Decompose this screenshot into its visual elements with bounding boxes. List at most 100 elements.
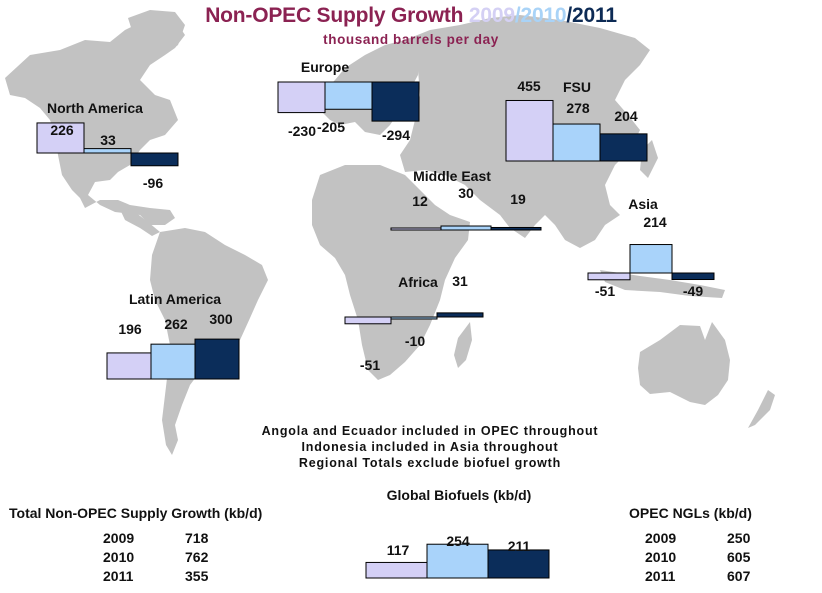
bar-2009 xyxy=(106,352,152,380)
region-label: Africa xyxy=(398,274,438,290)
landmass-north-america xyxy=(5,18,185,225)
non-opec-year-2009: 2009 xyxy=(103,530,135,546)
chart-subtitle: thousand barrels per day xyxy=(323,32,499,47)
bar-2011 xyxy=(671,272,715,281)
value-label-2009: -230 xyxy=(288,123,316,139)
non-opec-year-2010: 2010 xyxy=(103,549,135,565)
bar-2009 xyxy=(36,122,85,154)
landmass-greenland xyxy=(128,10,185,58)
value-label-2011: 211 xyxy=(508,538,531,554)
bar-2009 xyxy=(344,316,392,325)
bar-2010 xyxy=(552,123,601,162)
value-label-2010: 33 xyxy=(100,132,116,148)
bar-2011 xyxy=(599,133,648,162)
value-label-2011: 19 xyxy=(510,191,526,207)
note-indonesia: Indonesia included in Asia throughout xyxy=(301,440,559,454)
value-label-2009: 455 xyxy=(517,78,541,94)
non-opec-value-2010: 762 xyxy=(185,549,209,565)
value-label-2010: 30 xyxy=(458,185,474,201)
bar-2009 xyxy=(277,81,326,114)
non-opec-value-2011: 355 xyxy=(185,568,209,584)
bar-2010 xyxy=(83,148,132,154)
value-label-2010: 278 xyxy=(566,100,590,116)
bar-2011 xyxy=(490,226,542,231)
bar-2011 xyxy=(194,338,240,380)
value-label-2010: 254 xyxy=(446,533,470,549)
bar-group-north-america: 226 33 -96 North America xyxy=(36,100,179,191)
bar-2010 xyxy=(426,543,489,579)
landmass-new-zealand xyxy=(748,390,775,428)
bar-2011 xyxy=(487,549,550,579)
chart-title: Non-OPEC Supply Growth 2009/2010/2011 xyxy=(0,4,822,28)
bar-2009 xyxy=(505,99,554,162)
value-label-2010: -10 xyxy=(405,333,425,349)
non-opec-value-2009: 718 xyxy=(185,530,209,546)
title-year-2011: 2011 xyxy=(572,4,617,27)
bar-2009 xyxy=(390,227,442,231)
landmass-indonesia xyxy=(600,270,725,298)
opec-ngls-year-2011: 2011 xyxy=(645,568,676,584)
opec-ngls-title: OPEC NGLs (kb/d) xyxy=(629,505,752,521)
bar-2010 xyxy=(440,225,492,231)
non-opec-total-title: Total Non-OPEC Supply Growth (kb/d) xyxy=(9,505,263,521)
region-label: Asia xyxy=(628,196,658,212)
value-label-2009: 117 xyxy=(387,542,410,558)
bar-group-fsu: 455 278 204 FSU xyxy=(505,78,648,162)
value-label-2009: 226 xyxy=(50,122,74,138)
value-label-2011: -49 xyxy=(683,283,703,299)
title-main: Non-OPEC Supply Growth xyxy=(205,4,469,27)
value-label-2011: 204 xyxy=(614,108,638,124)
value-label-2009: 12 xyxy=(412,193,428,209)
title-sep-1: / xyxy=(514,4,521,27)
note-opec-members: Angola and Ecuador included in OPEC thro… xyxy=(261,424,599,438)
bar-2011 xyxy=(436,312,484,318)
value-label-2010: 262 xyxy=(164,316,188,332)
value-label-2011: 31 xyxy=(452,273,468,289)
bar-2011 xyxy=(130,152,179,167)
opec-ngls-year-2009: 2009 xyxy=(645,530,677,546)
title-year-2009: 2009 xyxy=(468,4,515,27)
landmass-central-america xyxy=(118,205,160,236)
value-label-2010: 214 xyxy=(643,214,667,230)
bar-group-latin-america: 196 262 300 Latin America xyxy=(106,291,240,380)
opec-ngls-value-2010: 605 xyxy=(727,549,751,565)
region-label: North America xyxy=(47,100,143,116)
value-label-2009: 196 xyxy=(118,321,142,337)
bar-2010 xyxy=(150,343,196,380)
bar-2010 xyxy=(390,316,438,320)
opec-ngls-value-2009: 250 xyxy=(727,530,751,546)
value-label-2009: -51 xyxy=(360,357,380,373)
region-label: Latin America xyxy=(129,291,221,307)
bar-group-asia: -51 214 -49 Asia xyxy=(587,196,715,299)
bar-2010 xyxy=(629,244,673,274)
landmass-africa xyxy=(312,165,470,380)
bar-groups: 226 33 -96 North America -230 -205 -294 Europe 4… xyxy=(36,59,715,579)
bar-group-africa: -51 -10 31 Africa xyxy=(344,273,484,373)
bar-2010 xyxy=(324,81,373,110)
note-biofuels: Regional Totals exclude biofuel growth xyxy=(298,456,562,470)
value-label-2011: 300 xyxy=(209,311,233,327)
continents xyxy=(5,10,775,455)
region-label: Europe xyxy=(301,59,349,75)
value-label-2010: -205 xyxy=(317,119,345,135)
bar-2009 xyxy=(365,561,428,579)
opec-ngls-value-2011: 607 xyxy=(727,568,751,584)
bar-group-europe: -230 -205 -294 Europe xyxy=(277,59,420,143)
bar-2011 xyxy=(371,81,420,122)
region-label: FSU xyxy=(563,79,591,95)
value-label-2011: -96 xyxy=(143,175,163,191)
value-label-2009: -51 xyxy=(595,283,615,299)
landmass-australia xyxy=(638,322,730,405)
value-label-2011: -294 xyxy=(382,127,410,143)
bar-2009 xyxy=(587,272,631,281)
bar-group-global-biofuels-kb-d: 117 254 211 Global Biofuels (kb/d) xyxy=(365,487,550,579)
bar-group-middle-east: 12 30 19 Middle East xyxy=(390,168,542,231)
title-sep-2: / xyxy=(566,4,573,27)
opec-ngls-year-2010: 2010 xyxy=(645,549,677,565)
title-year-2010: 2010 xyxy=(520,4,567,27)
region-label: Middle East xyxy=(413,168,491,184)
landmass-madagascar xyxy=(454,322,472,368)
non-opec-year-2011: 2011 xyxy=(103,568,134,584)
